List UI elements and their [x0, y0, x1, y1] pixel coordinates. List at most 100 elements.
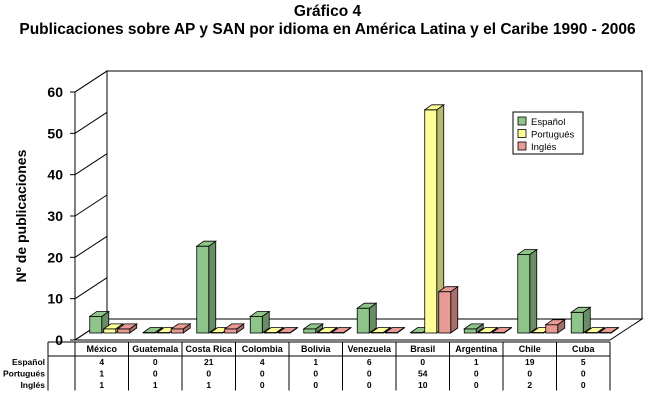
table-cell: 2: [527, 380, 532, 390]
bar-side: [450, 285, 459, 334]
table-row-label: Inglés: [20, 380, 45, 390]
table-cell: 19: [525, 357, 535, 367]
table-cell: 0: [581, 380, 586, 390]
category-label: Guatemala: [132, 344, 179, 354]
bar-top: [584, 327, 606, 333]
bar-front: [303, 328, 317, 334]
bar: [437, 285, 459, 334]
chart-title: Gráfico 4: [293, 3, 362, 20]
y-tick-label: 0: [55, 332, 63, 348]
bar-front: [570, 311, 584, 334]
category-label: Colombia: [242, 344, 284, 354]
bar-front: [463, 328, 477, 334]
table-cell: 0: [420, 357, 425, 367]
bar-front: [117, 328, 131, 334]
y-tick-mark: [74, 194, 108, 217]
table-cell: 1: [206, 380, 211, 390]
table-cell: 21: [204, 357, 214, 367]
table-cell: 54: [418, 369, 428, 379]
bar: [249, 310, 271, 334]
y-tick-label: 40: [47, 167, 63, 183]
table-cell: 1: [474, 357, 479, 367]
bar-top: [195, 240, 217, 247]
legend-swatch: [517, 141, 527, 151]
table-cell: 0: [367, 380, 372, 390]
table-cell: 0: [527, 369, 532, 379]
bar-top: [263, 327, 285, 333]
bar: [491, 326, 513, 334]
bar: [463, 323, 485, 334]
y-tick-mark: [74, 277, 108, 300]
table-cell: 0: [313, 380, 318, 390]
y-tick-mark: [74, 70, 108, 93]
bar-top: [491, 327, 513, 333]
chart-subtitle: Publicaciones sobre AP y SAN por idioma …: [19, 21, 636, 38]
bar-side: [208, 240, 217, 334]
bar-top: [370, 327, 392, 333]
table-cell: 4: [99, 357, 104, 367]
table-cell: 0: [153, 369, 158, 379]
bar-top: [277, 327, 299, 333]
back-wall: [106, 70, 643, 320]
y-axis-title: Nº de publicaciones: [13, 149, 29, 282]
bar-top: [142, 327, 164, 333]
bar-front: [224, 328, 238, 334]
bar-top: [102, 323, 124, 330]
table-cell: 0: [313, 369, 318, 379]
table-cell: 0: [260, 369, 265, 379]
category-label: Bolivia: [301, 344, 332, 354]
y-tick-label: 50: [47, 125, 63, 141]
bar-top: [316, 327, 338, 333]
bar: [356, 302, 378, 334]
bar: [170, 323, 192, 334]
bar-front: [249, 316, 263, 334]
bar-top: [249, 311, 271, 317]
table-cell: 6: [367, 357, 372, 367]
bar-top: [544, 319, 566, 326]
legend-swatch: [517, 116, 527, 126]
table-cell: 1: [313, 357, 318, 367]
table-cell: 1: [99, 369, 104, 379]
bar-top: [463, 323, 485, 330]
category-label: Brasil: [410, 344, 435, 354]
y-tick-mark: [74, 153, 108, 176]
bar-front: [89, 316, 103, 334]
bar-top: [356, 302, 378, 309]
y-tick-label: 60: [47, 84, 63, 100]
bar-front: [196, 245, 210, 334]
bar-top: [516, 249, 538, 255]
table-cell: 0: [581, 369, 586, 379]
bar-top: [437, 286, 459, 293]
y-tick-label: 10: [47, 291, 63, 307]
table-cell: 0: [206, 369, 211, 379]
bar-front: [545, 324, 559, 334]
bar: [116, 323, 138, 334]
bar: [195, 240, 217, 334]
bar-top: [170, 323, 192, 330]
bar-top: [116, 323, 138, 330]
legend-swatch: [517, 129, 527, 138]
table-cell: 0: [153, 357, 158, 367]
bar-front: [438, 291, 452, 334]
bar: [423, 104, 445, 334]
category-label: México: [86, 344, 117, 354]
legend-label: Portugués: [531, 130, 575, 141]
table-cell: 4: [260, 357, 265, 367]
table-cell: 0: [474, 380, 479, 390]
category-label: Cuba: [572, 344, 595, 354]
bar-front: [170, 328, 184, 334]
bar: [316, 326, 338, 334]
bar-side: [529, 248, 538, 334]
bar-top: [423, 104, 445, 111]
bar: [277, 326, 299, 334]
bar: [516, 248, 538, 334]
table-cell: 0: [474, 369, 479, 379]
bar: [302, 323, 324, 334]
y-tick-label: 30: [47, 208, 63, 224]
bar: [384, 326, 406, 334]
table-row-label: Portugués: [3, 369, 45, 379]
bar: [570, 306, 592, 334]
category-label: Argentina: [455, 344, 498, 354]
category-label: Costa Rica: [185, 344, 233, 354]
